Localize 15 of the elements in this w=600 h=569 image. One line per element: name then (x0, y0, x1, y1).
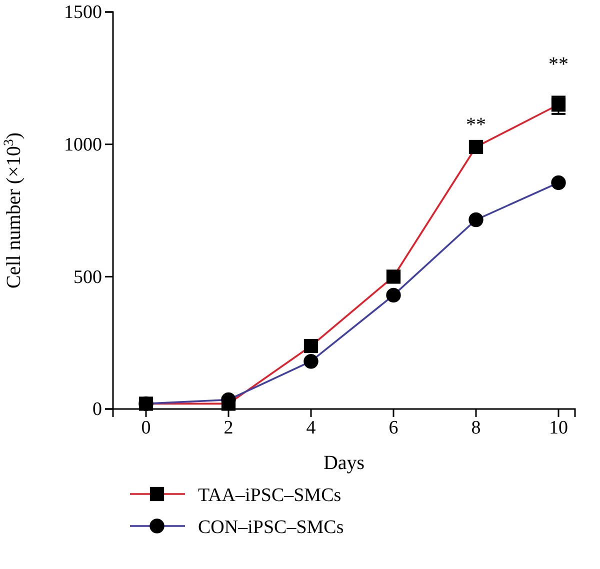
x-tick-label: 4 (306, 417, 316, 438)
y-tick-label: 1000 (64, 134, 102, 156)
x-tick-label: 8 (471, 417, 481, 438)
x-axis-title: Days (323, 452, 365, 474)
legend-label: CON–iPSC–SMCs (198, 517, 344, 538)
x-tick-label: 10 (549, 417, 568, 438)
x-tick-label: 0 (141, 417, 151, 438)
x-tick-label: 6 (388, 417, 398, 438)
y-tick-label: 500 (74, 266, 102, 288)
legend-label: TAA–iPSC–SMCs (198, 485, 342, 506)
annotation: ** (466, 114, 486, 136)
y-tick-label: 1500 (64, 2, 102, 24)
annotation: ** (548, 54, 568, 76)
y-tick-label: 0 (92, 399, 102, 420)
x-tick-label: 2 (224, 417, 234, 438)
